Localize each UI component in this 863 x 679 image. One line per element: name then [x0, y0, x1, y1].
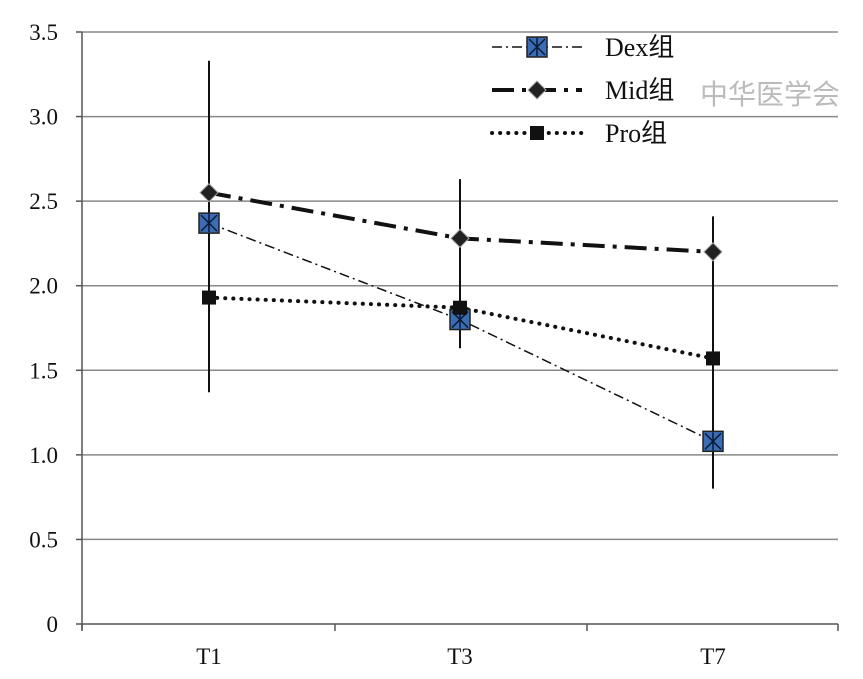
legend-label: Mid组: [605, 76, 674, 105]
y-tick-label: 3.0: [29, 105, 58, 130]
data-point-2: [453, 300, 467, 315]
data-point-2: [706, 351, 720, 366]
legend-marker: [530, 126, 544, 140]
data-point-1: [199, 182, 219, 203]
data-point-0-cross: [200, 214, 218, 233]
x-tick-label: T7: [700, 644, 726, 669]
data-point-2: [202, 290, 216, 305]
y-tick-label: 2.0: [29, 274, 58, 299]
data-point-0-cross: [704, 432, 722, 451]
x-tick-label: T1: [196, 644, 222, 669]
legend-marker-cross: [528, 38, 546, 56]
legend: Dex组 Mid组 Pro组: [490, 33, 674, 148]
legend-label: Dex组: [605, 33, 674, 62]
y-tick-label: 3.5: [29, 20, 58, 45]
y-tick-label: 1.0: [29, 443, 58, 468]
legend-label: Pro组: [605, 119, 667, 148]
y-tick-label: 0.5: [29, 527, 58, 552]
data-point-1: [450, 228, 470, 249]
y-tick-label: 1.5: [29, 358, 58, 383]
x-tick-label: T3: [447, 644, 473, 669]
watermark: 中华医学会: [700, 79, 840, 111]
y-tick-label: 2.5: [29, 189, 58, 214]
data-point-1: [703, 242, 723, 262]
legend-marker: [527, 80, 547, 100]
y-tick-label: 0: [47, 612, 59, 637]
